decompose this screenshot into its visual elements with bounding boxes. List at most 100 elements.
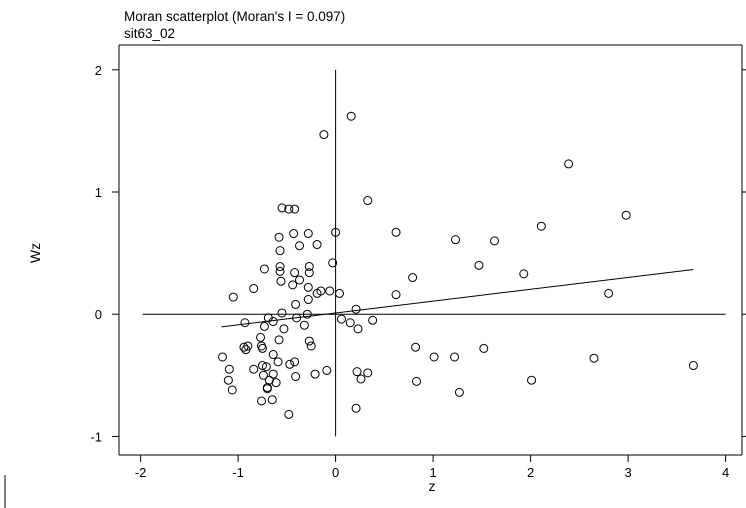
data-point-92	[412, 376, 422, 386]
data-point-83	[363, 368, 373, 378]
data-point-73	[273, 357, 283, 367]
data-point-6	[290, 204, 300, 214]
data-point-32	[303, 282, 313, 292]
data-point-47	[292, 313, 302, 323]
data-point-82	[352, 367, 362, 377]
data-point-65	[479, 343, 489, 353]
data-point-63	[239, 342, 249, 352]
data-point-13	[274, 232, 284, 242]
data-point-72	[589, 353, 599, 363]
data-point-9	[331, 227, 341, 237]
data-point-95	[227, 385, 237, 395]
data-point-49	[368, 315, 378, 325]
data-point-18	[275, 246, 285, 256]
data-point-84	[268, 369, 278, 379]
data-point-78	[688, 361, 698, 371]
data-point-19	[328, 258, 338, 268]
data-point-64	[411, 342, 421, 352]
data-point-100	[351, 403, 361, 413]
data-point-7	[621, 210, 631, 220]
data-point-43	[351, 304, 361, 314]
data-point-96	[262, 384, 272, 394]
plot-box	[118, 44, 743, 456]
y-tick-label-2: 1	[95, 185, 102, 200]
data-point-45	[302, 309, 312, 319]
data-point-55	[353, 324, 363, 334]
data-point-38	[604, 288, 614, 298]
data-point-2	[564, 159, 574, 169]
data-point-57	[256, 332, 266, 342]
data-point-16	[312, 240, 322, 250]
data-point-17	[295, 241, 305, 251]
data-point-101	[284, 409, 294, 419]
data-point-62	[306, 341, 316, 351]
data-points	[218, 111, 698, 419]
y-axis: -1 0 1 2	[90, 63, 746, 444]
data-point-11	[289, 229, 299, 239]
data-point-79	[224, 364, 234, 374]
data-point-69	[218, 352, 227, 362]
data-point-36	[312, 288, 322, 298]
x-tick-label-6: 4	[722, 465, 729, 480]
data-point-53	[299, 320, 309, 330]
y-tick-label-3: 2	[95, 63, 102, 78]
chart-subtitle: sit63_02	[124, 26, 175, 41]
data-point-22	[304, 262, 314, 272]
data-point-75	[285, 359, 295, 369]
data-point-30	[276, 276, 286, 286]
data-point-27	[519, 269, 529, 279]
data-point-5	[284, 204, 294, 214]
data-point-37	[335, 288, 344, 298]
data-point-29	[295, 275, 305, 285]
data-point-1	[319, 130, 329, 140]
data-point-98	[267, 395, 277, 405]
data-point-66	[257, 343, 267, 353]
data-point-86	[258, 370, 268, 380]
data-point-23	[259, 264, 269, 274]
data-point-15	[490, 236, 500, 246]
x-axis: -2 -1 0 1 2 3 4	[135, 455, 729, 480]
data-point-25	[290, 268, 300, 278]
data-point-8	[536, 221, 546, 231]
x-tick-label-1: -1	[232, 465, 244, 480]
data-point-77	[261, 362, 271, 372]
data-point-85	[310, 369, 320, 379]
data-point-41	[303, 295, 313, 305]
data-point-52	[345, 318, 355, 328]
data-point-89	[356, 374, 366, 384]
chart-title: Moran scatterplot (Moran's I = 0.097)	[124, 9, 345, 24]
data-point-74	[290, 357, 300, 367]
data-point-93	[271, 378, 281, 388]
data-point-40	[228, 292, 238, 302]
data-point-24	[275, 266, 285, 276]
data-point-35	[325, 286, 335, 296]
data-point-70	[429, 352, 439, 362]
data-point-76	[257, 361, 267, 371]
x-tick-label-5: 3	[624, 465, 631, 480]
data-point-68	[268, 350, 278, 360]
data-point-80	[249, 364, 259, 374]
data-point-87	[291, 372, 301, 382]
data-point-14	[451, 235, 461, 245]
data-point-33	[249, 284, 259, 294]
y-tick-label-1: 0	[95, 307, 102, 322]
data-point-67	[241, 345, 251, 355]
x-tick-label-0: -2	[135, 465, 147, 480]
data-point-21	[275, 262, 285, 272]
data-point-10	[391, 227, 401, 237]
data-point-81	[322, 365, 332, 375]
data-point-42	[291, 299, 301, 309]
data-point-4	[277, 203, 287, 213]
data-point-71	[450, 352, 460, 362]
data-point-31	[288, 280, 298, 290]
data-point-91	[527, 375, 537, 385]
data-point-39	[391, 290, 401, 300]
x-tick-label-3: 1	[429, 465, 436, 480]
data-point-59	[304, 336, 314, 346]
x-axis-label: z	[429, 478, 436, 494]
data-point-50	[268, 317, 278, 327]
data-point-0	[346, 111, 356, 121]
data-point-88	[223, 375, 233, 385]
